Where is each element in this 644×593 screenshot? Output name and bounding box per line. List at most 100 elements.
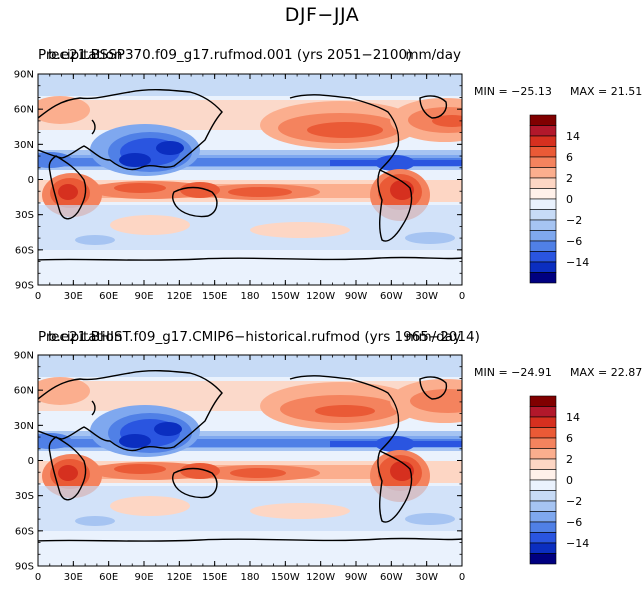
panel1-x-tick-label: 150W	[271, 291, 300, 302]
panel1-colorbar-box	[529, 272, 557, 284]
panel2-colorbar-box	[529, 395, 557, 407]
panel1-colorbar-label: 2	[566, 172, 573, 185]
panel2-colorbar-box	[529, 553, 557, 565]
panel1-colorbar: 14 6 2 0 −2 −6 −14	[529, 114, 589, 284]
panel1-y-tick-label: 0	[28, 175, 34, 186]
panel1-colorbar-label: 14	[566, 130, 580, 143]
panel1-x-tick-label: 60E	[99, 291, 118, 302]
panel2-x-tick-label: 30W	[415, 572, 438, 583]
panel2-title: b.e21.BHIST.f09_g17.CMIP6−historical.ruf…	[48, 329, 480, 345]
panel2-field	[38, 355, 462, 566]
panel2-colorbar-label: 6	[566, 432, 573, 445]
panel2-x-tick-label: 0	[459, 572, 465, 583]
panel1-left-label: Precipitation	[38, 47, 123, 63]
panel2-left-label: Precipitation	[38, 329, 123, 345]
panel2-colorbar-label: −14	[566, 537, 589, 550]
panel1-min-label: MIN = −25.13	[474, 85, 552, 98]
panel1-y-tick-label: 90S	[15, 281, 34, 292]
panel2-colorbar-label: 14	[566, 411, 580, 424]
panel2-x-tick-label: 60E	[99, 572, 118, 583]
panel1-y-tick-label: 30S	[15, 210, 34, 221]
panel2-colorbar-box	[529, 521, 557, 533]
panel1-colorbar-label: −6	[566, 235, 582, 248]
panel2-x-tick-label: 180	[240, 572, 259, 583]
panel1-field	[38, 74, 462, 285]
panel2-colorbar-box	[529, 469, 557, 481]
panel1-x-axis: 0 30E 60E 90E 120E 150E 180 150W 120W 90W 60W 30W 0	[35, 74, 465, 302]
figure-title: DJF−JJA	[284, 4, 360, 26]
panel1-y-axis: 90N 60N 30N 0 30S 60S 90S	[14, 70, 462, 292]
panel2-colorbar: 14 6 2 0 −2 −6 −14	[529, 395, 589, 565]
panel1-colorbar-box	[529, 240, 557, 252]
panel2-x-tick-label: 120W	[306, 572, 335, 583]
panel1-y-tick-label: 60S	[15, 245, 34, 256]
panel1-x-tick-label: 0	[459, 291, 465, 302]
panel1-x-tick-label: 0	[35, 291, 41, 302]
panel1-x-tick-label: 30W	[415, 291, 438, 302]
panel2-colorbar-box	[529, 511, 557, 523]
panel2-colorbar-label: −6	[566, 516, 582, 529]
panel1-x-tick-label: 90W	[345, 291, 368, 302]
panel1-colorbar-box	[529, 209, 557, 221]
panel1-colorbar-box	[529, 230, 557, 242]
panel1-colorbar-box	[529, 177, 557, 189]
panel2-units: mm/day	[405, 329, 461, 345]
panel2-map: 0 30E 60E 90E 120E 150E 180 150W 120W 90W 60W 30W 0 …	[14, 351, 589, 584]
panel2-x-tick-label: 90E	[134, 572, 153, 583]
panel2-y-axis: 90N 60N 30N 0 30S 60S 90S	[14, 351, 462, 573]
panel1-colorbar-box	[529, 156, 557, 168]
panel2-x-tick-label: 30E	[64, 572, 83, 583]
panel2-x-tick-label: 150E	[202, 572, 227, 583]
panel1-x-tick-label: 60W	[380, 291, 403, 302]
panel1-colorbar-box	[529, 135, 557, 147]
panel2-y-tick-label: 30S	[15, 491, 34, 502]
panel1-units: mm/day	[405, 47, 461, 63]
panel2-colorbar-label: −2	[566, 495, 582, 508]
panel1-colorbar-label: 6	[566, 151, 573, 164]
panel1-colorbar-label: −2	[566, 214, 582, 227]
panel1-y-tick-label: 30N	[14, 140, 34, 151]
panel2-max-label: MAX = 22.87	[570, 366, 643, 379]
panel2-colorbar-box	[529, 416, 557, 428]
panel2-colorbar-box	[529, 532, 557, 544]
panel2-x-tick-label: 60W	[380, 572, 403, 583]
panel1-x-tick-label: 90E	[134, 291, 153, 302]
panel1-colorbar-label: −14	[566, 256, 589, 269]
panel1-colorbar-box	[529, 125, 557, 137]
panel1-title: b.e21.BSSP370.f09_g17.rufmod.001 (yrs 20…	[48, 47, 413, 63]
panel2-colorbar-box	[529, 479, 557, 491]
panel1-colorbar-box	[529, 146, 557, 158]
panel2-colorbar-box	[529, 437, 557, 449]
panel2-x-tick-label: 150W	[271, 572, 300, 583]
panel2-colorbar-box	[529, 406, 557, 418]
panel2-y-tick-label: 0	[28, 456, 34, 467]
panel1-x-tick-label: 120E	[167, 291, 192, 302]
panel1-colorbar-box	[529, 219, 557, 231]
panel1-colorbar-box	[529, 167, 557, 179]
panel1-x-tick-label: 120W	[306, 291, 335, 302]
panel1-x-tick-label: 180	[240, 291, 259, 302]
panel1-map: 0 30E 60E 90E 120E 150E 180 150W 120W 90W 60W 30W 0 …	[14, 70, 589, 303]
panel2-colorbar-label: 0	[566, 474, 573, 487]
panel2-colorbar-box	[529, 542, 557, 554]
panel2-x-tick-label: 0	[35, 572, 41, 583]
panel2-y-tick-label: 90N	[14, 351, 34, 362]
panel2-x-tick-label: 90W	[345, 572, 368, 583]
panel1-colorbar-box	[529, 198, 557, 210]
panel1-y-tick-label: 90N	[14, 70, 34, 81]
panel2-colorbar-box	[529, 490, 557, 502]
panel1-colorbar-box	[529, 114, 557, 126]
panel2-min-label: MIN = −24.91	[474, 366, 552, 379]
panel2-colorbar-box	[529, 448, 557, 460]
panel2-colorbar-box	[529, 458, 557, 470]
panel2-y-tick-label: 60N	[14, 386, 34, 397]
panel1-colorbar-box	[529, 251, 557, 263]
panel2-y-tick-label: 30N	[14, 421, 34, 432]
panel1-max-label: MAX = 21.51	[570, 85, 643, 98]
panel1-x-tick-label: 150E	[202, 291, 227, 302]
panel1-colorbar-label: 0	[566, 193, 573, 206]
panel2-y-tick-label: 60S	[15, 526, 34, 537]
panel1-y-tick-label: 60N	[14, 105, 34, 116]
panel2-colorbar-box	[529, 500, 557, 512]
